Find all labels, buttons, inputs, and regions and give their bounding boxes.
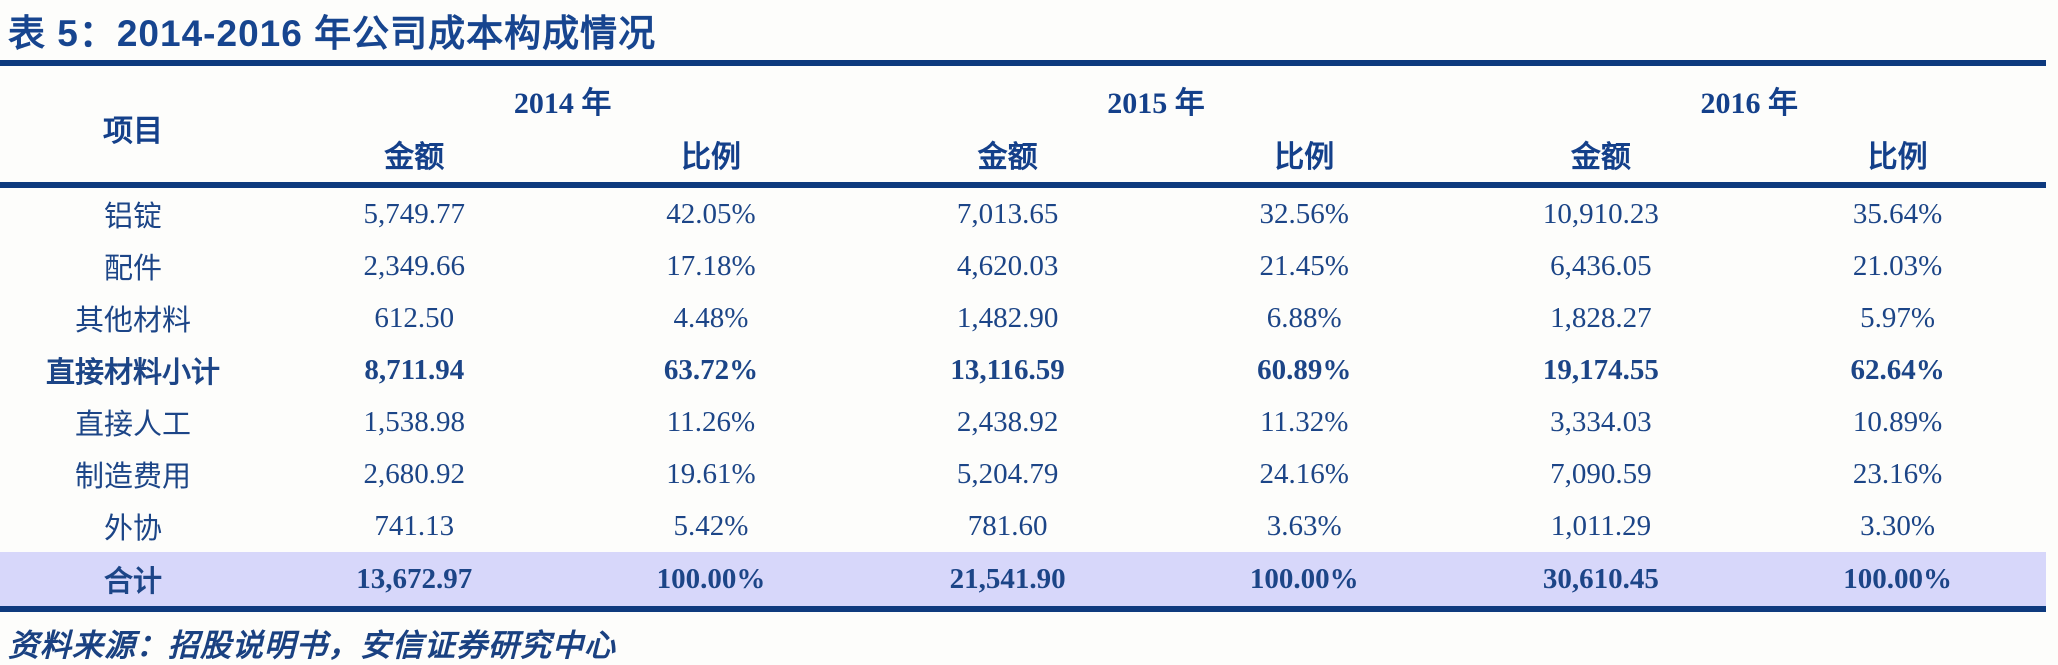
cost-structure-table: 项目 2014 年 2015 年 2016 年 金额 比例 金额 比例 金额 比… <box>0 66 2046 612</box>
table-cell: 2,438.92 <box>956 405 1059 438</box>
row-label: 制造费用 <box>74 461 191 493</box>
table-cell: 10.89% <box>1852 405 1943 438</box>
table-cell: 11.26% <box>666 405 756 438</box>
table-cell: 3.30% <box>1860 509 1936 542</box>
table-cell: 35.64% <box>1852 197 1943 230</box>
table-cell: 21.03% <box>1852 249 1943 282</box>
table-cell: 13,672.97 <box>265 552 563 612</box>
subheader-row: 金额 比例 金额 比例 金额 比例 <box>0 126 2046 188</box>
col-header-year-2014: 2014 年 <box>513 87 612 120</box>
table-row-outsourcing: 外协 741.13 5.42% 781.60 3.63% 1,011.29 3.… <box>0 500 2046 552</box>
table-cell: 62.64% <box>1850 353 1945 386</box>
table-row-direct-materials-subtotal: 直接材料小计 8,711.94 63.72% 13,116.59 60.89% … <box>0 344 2046 396</box>
table-body: 铝锭 5,749.77 42.05% 7,013.65 32.56% 10,91… <box>0 185 2046 612</box>
table-cell: 4,620.03 <box>956 249 1059 282</box>
row-label: 合计 <box>0 552 266 612</box>
col-header-year-2015: 2015 年 <box>1107 87 1205 120</box>
col-header-ratio-2016: 比例 <box>1749 126 2046 188</box>
table-cell: 1,828.27 <box>1550 301 1652 334</box>
col-header-amount-2014: 金额 <box>265 126 563 188</box>
table-cell: 1,011.29 <box>1550 509 1652 542</box>
row-label: 直接材料小计 <box>45 357 220 389</box>
table-cell: 781.60 <box>967 509 1048 542</box>
table-cell: 7,013.65 <box>956 197 1059 230</box>
col-header-item: 项目 <box>0 66 266 188</box>
table-cell: 30,610.45 <box>1452 552 1750 612</box>
table-cell: 21,541.90 <box>859 552 1156 612</box>
row-label: 其他材料 <box>74 305 191 337</box>
table-cell: 5.97% <box>1860 301 1936 334</box>
row-label: 配件 <box>103 253 162 285</box>
table-cell: 21.45% <box>1259 249 1349 282</box>
year-header-row: 项目 2014 年 2015 年 2016 年 <box>0 66 2046 188</box>
table-cell: 17.18% <box>666 249 756 282</box>
table-row-parts: 配件 2,349.66 17.18% 4,620.03 21.45% 6,436… <box>0 240 2046 292</box>
table-row-direct-labor: 直接人工 1,538.98 11.26% 2,438.92 11.32% 3,3… <box>0 396 2046 448</box>
table-row-other-materials: 其他材料 612.50 4.48% 1,482.90 6.88% 1,828.2… <box>0 292 2046 344</box>
row-label: 外协 <box>103 513 162 545</box>
table-cell: 8,711.94 <box>364 353 465 386</box>
table-cell: 5,204.79 <box>956 457 1059 490</box>
table-cell: 10,910.23 <box>1542 197 1659 230</box>
col-header-ratio-2014: 比例 <box>562 126 860 188</box>
table-cell: 13,116.59 <box>950 353 1065 386</box>
table-cell: 60.89% <box>1257 353 1352 386</box>
table-cell: 741.13 <box>374 509 455 542</box>
table-cell: 100.00% <box>562 552 860 612</box>
table-cell: 19.61% <box>666 457 756 490</box>
table-header: 项目 2014 年 2015 年 2016 年 金额 比例 金额 比例 金额 比… <box>0 66 2046 188</box>
report-table-page: 表 5：2014-2016 年公司成本构成情况 项目 2014 年 2015 年… <box>0 13 2046 663</box>
table-cell: 19,174.55 <box>1542 353 1659 386</box>
row-label: 铝锭 <box>103 201 162 233</box>
source-note: 资料来源：招股说明书，安信证券研究中心 <box>8 628 616 663</box>
table-row-manufacturing-overhead: 制造费用 2,680.92 19.61% 5,204.79 24.16% 7,0… <box>0 448 2046 500</box>
table-cell: 63.72% <box>663 353 759 386</box>
title-rule <box>0 60 2046 66</box>
table-cell: 11.32% <box>1260 405 1349 438</box>
table-cell: 32.56% <box>1259 197 1349 230</box>
table-cell: 3.63% <box>1266 509 1342 542</box>
table-cell: 1,538.98 <box>363 405 466 438</box>
table-cell: 5.42% <box>673 509 749 542</box>
table-cell: 6,436.05 <box>1550 249 1652 282</box>
table-cell: 2,680.92 <box>363 457 466 490</box>
col-header-amount-2015: 金额 <box>859 126 1156 188</box>
table-cell: 100.00% <box>1749 552 2046 612</box>
col-header-amount-2016: 金额 <box>1452 126 1750 188</box>
table-cell: 42.05% <box>666 197 756 230</box>
table-cell: 24.16% <box>1259 457 1349 490</box>
table-cell: 23.16% <box>1852 457 1943 490</box>
table-cell: 612.50 <box>374 301 455 334</box>
table-cell: 5,749.77 <box>363 197 466 230</box>
table-row-aluminum-ingot: 铝锭 5,749.77 42.05% 7,013.65 32.56% 10,91… <box>0 185 2046 240</box>
col-header-ratio-2015: 比例 <box>1155 126 1453 188</box>
table-cell: 6.88% <box>1266 301 1342 334</box>
table-cell: 3,334.03 <box>1550 405 1652 438</box>
table-cell: 100.00% <box>1155 552 1453 612</box>
col-header-year-2016: 2016 年 <box>1700 87 1799 120</box>
table-cell: 7,090.59 <box>1550 457 1652 490</box>
table-cell: 4.48% <box>673 301 749 334</box>
table-row-total: 合计 13,672.97 100.00% 21,541.90 100.00% 3… <box>0 552 2046 612</box>
table-title: 表 5：2014-2016 年公司成本构成情况 <box>8 13 657 54</box>
row-label: 直接人工 <box>74 409 191 441</box>
table-cell: 2,349.66 <box>363 249 466 282</box>
table-cell: 1,482.90 <box>956 301 1059 334</box>
